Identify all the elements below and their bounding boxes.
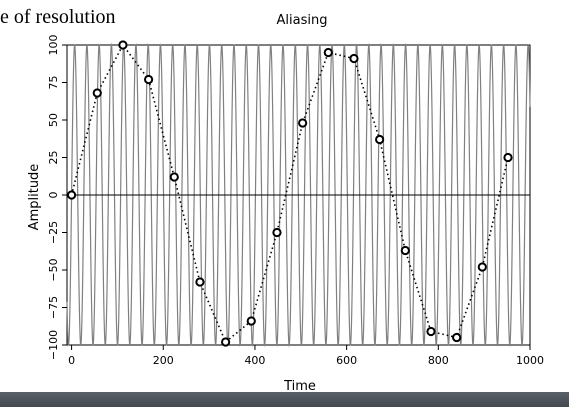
sample-point (426, 326, 436, 337)
y-tick-label: 50 (47, 113, 60, 127)
chart-title: Aliasing (277, 13, 328, 28)
y-axis-title: Amplitude (27, 164, 42, 231)
y-axis: −100 −75 −50 −25 0 25 50 75 100 (47, 35, 67, 360)
signal-series (66, 42, 531, 348)
aliasing-chart: Aliasing 0 200 400 600 800 1000 −100−75−50−25… (27, 13, 544, 392)
sample-point (323, 47, 333, 58)
sample-point (195, 277, 205, 287)
sample-point (143, 74, 154, 85)
sample-series-line (70, 43, 509, 344)
sample-point (221, 337, 231, 347)
page-caption: e of resolution (0, 6, 116, 28)
sample-point (477, 262, 487, 272)
sample-point (66, 190, 77, 200)
x-tick-label: 200 (153, 354, 174, 367)
x-tick-label: 600 (336, 354, 357, 367)
x-tick-label: 800 (428, 354, 449, 367)
y-tick-label: −75 (47, 296, 60, 319)
x-axis: 0 200 400 600 800 1000 (68, 345, 544, 367)
y-tick-label: 25 (47, 151, 60, 165)
sample-point (169, 172, 179, 182)
sample-point (92, 88, 102, 98)
x-tick-label: 1000 (516, 354, 544, 367)
y-tick-label: −50 (47, 258, 60, 281)
bottom-toolbar (0, 392, 569, 407)
sample-point (452, 332, 462, 343)
x-tick-label: 400 (244, 354, 265, 367)
y-tick-label: −25 (47, 221, 60, 244)
sample-point (246, 316, 256, 326)
y-tick-label: −100 (47, 330, 60, 360)
sample-point (118, 40, 128, 50)
sample-point (272, 227, 282, 238)
sample-points (66, 40, 513, 347)
sample-point (375, 134, 385, 145)
y-tick-label: 0 (47, 192, 60, 199)
sample-point (503, 152, 513, 163)
sample-point (298, 118, 308, 128)
x-axis-title: Time (283, 379, 316, 392)
y-tick-label: 75 (47, 76, 60, 90)
x-tick-label: 0 (68, 354, 75, 367)
sample-point (349, 53, 359, 64)
sample-point (400, 245, 410, 256)
signal-line (66, 42, 531, 348)
y-tick-label: 100 (47, 35, 60, 56)
